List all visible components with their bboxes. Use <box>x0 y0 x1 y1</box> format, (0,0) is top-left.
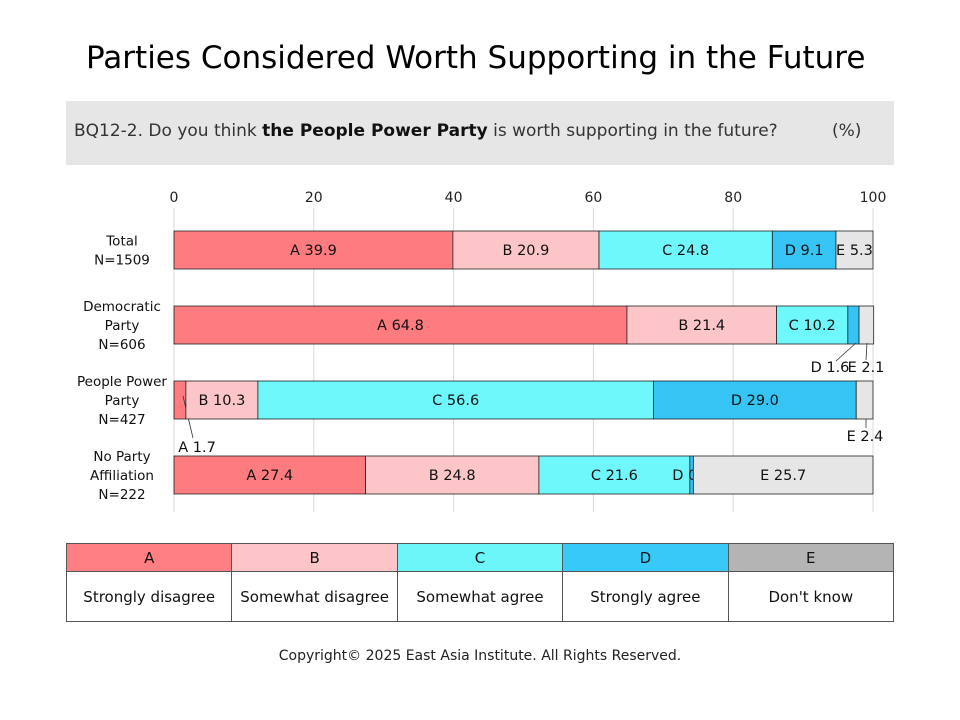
bar-a-row-1 <box>173 305 628 345</box>
category-label-0-0: Total <box>105 234 138 250</box>
legend-label-a: Strongly disagree <box>65 571 233 622</box>
category-label-3-0: No Party <box>93 449 150 465</box>
category-label-2-2: N=427 <box>98 412 145 428</box>
legend-code-c: C <box>396 543 564 572</box>
unit-label: (%) <box>832 121 862 141</box>
data-label-a-row-1: A 64.8 <box>377 318 424 334</box>
x-tick-label-80: 80 <box>724 190 742 206</box>
data-label-a-row-0: A 39.9 <box>290 243 337 259</box>
bar-c-row-3 <box>538 455 691 495</box>
stacked-bar-chart: 0 20 40 60 80 100 Total N=1509 Democratic Party N=… <box>77 190 887 512</box>
x-tick-label-100: 100 <box>860 190 887 206</box>
question-box: BQ12-2. Do you think the People Power Pa… <box>66 101 894 165</box>
legend-label-e: Don't know <box>727 571 895 622</box>
leader-line-e-row-1 <box>865 342 868 361</box>
bar-d-row-0 <box>771 230 837 270</box>
bar-b-row-0 <box>452 230 600 270</box>
data-label-c-row-3: C 21.6 <box>591 468 638 484</box>
data-label-c-row-1: C 10.2 <box>789 318 836 334</box>
leader-line-d-row-1 <box>835 342 857 362</box>
x-tick-label-0: 0 <box>170 190 179 206</box>
legend-label-b: Somewhat disagree <box>231 571 398 622</box>
copyright-text: Copyright© 2025 East Asia Institute. All… <box>278 648 682 664</box>
data-label-a-row-2: A 1.7 <box>178 440 216 456</box>
question-prefix: BQ12-2. Do you think <box>74 121 263 141</box>
bar-c-row-0 <box>598 230 773 270</box>
bar-c-row-2 <box>257 380 654 420</box>
data-label-b-row-0: B 20.9 <box>503 243 550 259</box>
category-label-2-1: Party <box>105 393 140 409</box>
category-label-0-1: N=1509 <box>94 253 150 269</box>
bar-c-row-1 <box>776 305 849 345</box>
category-label-2-0: People Power <box>77 374 167 390</box>
legend-label-d: Strongly agree <box>562 571 729 622</box>
data-label-b-row-1: B 21.4 <box>678 318 725 334</box>
data-label-c-row-2: C 56.6 <box>432 393 479 409</box>
data-label-e-row-0: E 5.3 <box>836 243 873 259</box>
bar-b-row-2 <box>185 380 259 420</box>
data-label-b-row-3: B 24.8 <box>429 468 476 484</box>
legend-code-d: D <box>562 543 729 572</box>
bar-e-row-2 <box>855 380 874 420</box>
data-label-b-row-2: B 10.3 <box>198 393 245 409</box>
x-tick-label-60: 60 <box>584 190 602 206</box>
bar-d-row-1 <box>847 305 860 345</box>
x-tick-label-20: 20 <box>305 190 323 206</box>
category-label-1-0: Democratic <box>83 299 161 315</box>
chart-title: Parties Considered Worth Supporting in t… <box>86 40 866 76</box>
data-label-a-row-3: A 27.4 <box>246 468 293 484</box>
x-tick-label-40: 40 <box>445 190 463 206</box>
category-label-3-1: Affiliation <box>90 468 154 484</box>
bar-b-row-3 <box>365 455 540 495</box>
legend-header-row: A B C D E <box>65 543 895 572</box>
bar-a-row-0 <box>173 230 454 270</box>
category-label-3-2: N=222 <box>98 487 145 503</box>
bar-a-row-3 <box>173 455 366 495</box>
legend-code-b: B <box>231 543 398 572</box>
bar-b-row-1 <box>626 305 777 345</box>
category-label-1-2: N=606 <box>98 337 145 353</box>
data-label-d-row-2: D 29.0 <box>731 393 779 409</box>
data-label-c-row-0: C 24.8 <box>662 243 709 259</box>
question-party: the People Power Party <box>262 121 488 141</box>
bar-e-row-3 <box>692 455 874 495</box>
question-suffix: is worth supporting in the future? <box>487 121 778 141</box>
data-label-e-row-3: E 25.7 <box>760 468 806 484</box>
data-label-e-row-2: E 2.4 <box>847 429 884 445</box>
legend-table: A B C D E Strongly disagree Somewhat dis… <box>65 543 895 622</box>
data-label-d-row-0: D 9.1 <box>785 243 824 259</box>
legend-code-a: A <box>65 543 233 572</box>
data-label-d-row-1: D 1.6 <box>811 360 850 376</box>
legend-label-row: Strongly disagree Somewhat disagree Some… <box>65 571 895 622</box>
data-label-e-row-1: E 2.1 <box>848 360 885 376</box>
category-label-1-1: Party <box>105 318 140 334</box>
legend-code-e: E <box>727 543 895 572</box>
legend-label-c: Somewhat agree <box>396 571 564 622</box>
bar-e-row-1 <box>858 305 875 345</box>
bar-e-row-0 <box>835 230 874 270</box>
question-text: BQ12-2. Do you think the People Power Pa… <box>74 121 778 141</box>
